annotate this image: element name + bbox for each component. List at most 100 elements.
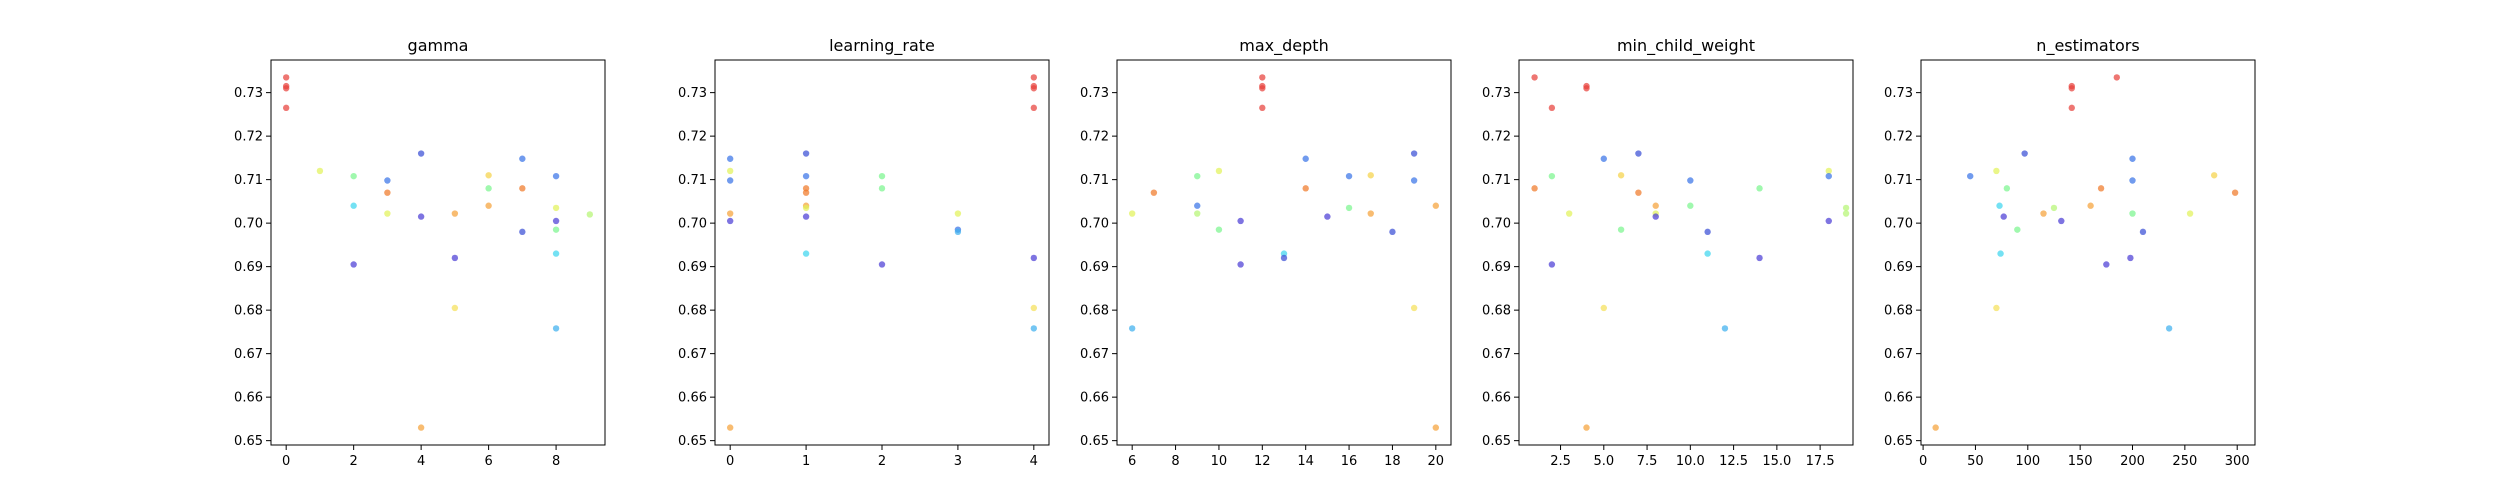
x-tick-label: 50 [1967,454,1984,469]
data-point [1215,226,1223,233]
x-tick-label: 2 [350,454,358,469]
x-tick-label: 4 [417,454,425,469]
data-point [1825,172,1832,180]
data-point [1652,202,1659,209]
y-tick-label: 0.65 [1080,434,1109,449]
data-point [552,204,560,212]
x-tick-label: 0 [282,454,290,469]
data-point [1997,250,2004,257]
data-point [1756,254,1763,262]
data-point [878,261,886,268]
panel-title: max_depth [1239,36,1328,56]
data-point [1128,325,1136,332]
data-point [1345,204,1353,212]
data-point [2127,254,2134,262]
data-point [1259,74,1266,81]
data-point [1410,150,1418,157]
y-tick-label: 0.65 [678,434,707,449]
panel-title: learning_rate [829,36,935,56]
data-point [1825,217,1832,225]
panel-title: min_child_weight [1617,36,1755,56]
data-point [1996,202,2003,209]
data-point [316,167,324,175]
data-point [1367,172,1374,179]
data-point [1932,424,1939,431]
panel-max-depth: max_depth 6 8 10 12 14 16 18 20 0.65 0.66 0.67 0.68… [1080,36,1452,469]
data-point [1432,202,1440,209]
data-point [1389,228,1396,236]
data-point [2139,228,2147,236]
x-tick-label: 12 [1254,454,1271,469]
data-point [726,424,734,431]
data-point [552,217,560,225]
data-point [350,202,357,209]
data-point [1652,213,1659,220]
y-tick-label: 0.72 [1884,130,1913,145]
data-point [1617,226,1625,233]
data-point [2068,104,2075,112]
data-point [1704,250,1711,257]
data-point [726,217,734,225]
data-point [519,228,526,236]
y-tick-label: 0.71 [1482,173,1511,188]
y-tick-label: 0.68 [234,304,263,319]
data-point [1687,177,1694,184]
x-tick-label: 18 [1384,454,1401,469]
data-point [1993,167,2000,175]
data-point [1259,85,1266,92]
data-point [1194,172,1201,180]
y-tick-label: 0.68 [1080,304,1109,319]
data-point [350,172,357,180]
data-point [519,155,526,162]
x-tick-label: 0 [1919,454,1927,469]
y-tick-label: 0.69 [1884,260,1913,275]
data-point [1128,210,1136,217]
data-point [1756,185,1763,192]
data-point [417,213,425,220]
data-point [1030,304,1038,312]
panel-title: n_estimators [2036,36,2139,56]
y-tick-label: 0.72 [678,130,707,145]
data-point [1237,217,1244,225]
data-point [2003,185,2011,192]
data-point [878,185,886,192]
data-point [2186,210,2194,217]
x-tick-label: 10.0 [1676,454,1705,469]
data-point [1215,167,1223,175]
y-tick-label: 0.70 [678,217,707,232]
y-tick-label: 0.65 [234,434,263,449]
y-tick-label: 0.73 [1482,86,1511,101]
y-tick-label: 0.67 [1884,347,1913,362]
y-tick-label: 0.70 [1884,217,1913,232]
data-point [1030,325,1038,332]
data-point [1842,210,1850,217]
y-tick-label: 0.66 [678,391,707,406]
data-point [802,250,810,257]
data-point [1635,150,1642,157]
y-tick-label: 0.69 [678,260,707,275]
data-point [485,185,492,192]
data-point [802,172,810,180]
data-point [802,150,810,157]
y-tick-label: 0.68 [1884,304,1913,319]
x-tick-label: 250 [2172,454,2197,469]
axes-frame [270,59,606,446]
panel-gamma: gamma 0 2 4 6 8 0.65 0.66 0.67 0.68 0.69 0.70 0.71 0… [234,36,606,469]
data-point [1600,304,1608,312]
x-tick-label: 7.5 [1637,454,1658,469]
x-tick-label: 3 [954,454,962,469]
data-point [1687,202,1694,209]
data-point [485,202,492,209]
y-tick-label: 0.67 [234,347,263,362]
y-tick-label: 0.66 [234,391,263,406]
data-point [350,261,357,268]
data-point [1194,202,1201,209]
data-point [726,177,734,184]
axes-frame [1920,59,2256,446]
data-point [802,213,810,220]
data-point [726,155,734,162]
x-tick-label: 2.5 [1550,454,1571,469]
data-point [2014,226,2021,233]
data-point [451,210,459,217]
data-point [1825,167,1832,175]
